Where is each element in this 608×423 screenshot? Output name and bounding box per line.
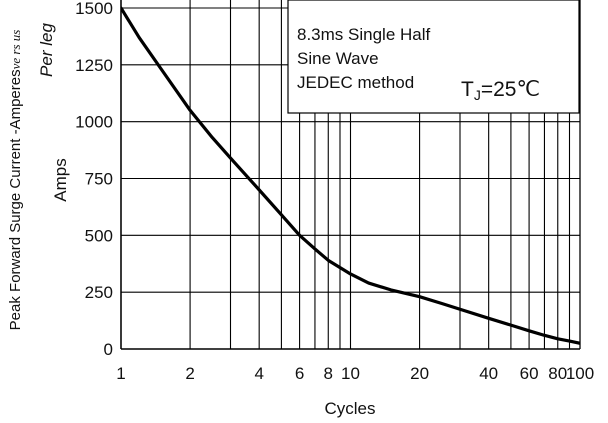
x-tick-label: 40 [479, 364, 498, 383]
junction-temp-subscript: J [474, 87, 481, 103]
junction-temp-value: =25℃ [481, 78, 540, 101]
x-axis-title: Cycles [324, 399, 375, 418]
y-axis-title-fragment: ve rs us [8, 30, 23, 70]
y-tick-label: 1000 [75, 113, 113, 132]
annotation-line-1: 8.3ms Single Half [297, 25, 431, 44]
annotation-line-3: JEDEC method [297, 73, 414, 92]
x-tick-label: 6 [295, 364, 304, 383]
surge-current-curve [121, 6, 580, 345]
y-tick-label: 1250 [75, 56, 113, 75]
y-tick-label: 500 [85, 226, 113, 245]
x-tick-label: 10 [341, 364, 360, 383]
x-tick-label: 4 [254, 364, 263, 383]
junction-temp-label: TJ=25℃ [461, 78, 540, 103]
annotation-box [287, 0, 580, 114]
y-tick-label: 0 [104, 340, 113, 359]
x-tick-label: 20 [410, 364, 429, 383]
x-tick-label: 8 [324, 364, 333, 383]
y-axis-title-main: Peak Forward Surge Current -Amperes [7, 69, 24, 330]
junction-temp-symbol: T [461, 78, 474, 101]
y-axis-per-leg: Per leg [37, 23, 56, 77]
y-axis-amps: Amps [51, 158, 70, 201]
x-tick-label: 60 [520, 364, 539, 383]
y-axis-title: Peak Forward Surge Current -Amperesve rs… [7, 30, 24, 331]
x-tick-label: 1 [116, 364, 125, 383]
y-tick-label: 250 [85, 283, 113, 302]
y-tick-label: 1500 [75, 0, 113, 18]
annotation-line-2: Sine Wave [297, 49, 379, 68]
x-tick-label: 80 [548, 364, 567, 383]
x-tick-label: 100 [566, 364, 594, 383]
y-tick-label: 750 [85, 170, 113, 189]
x-tick-label: 2 [185, 364, 194, 383]
